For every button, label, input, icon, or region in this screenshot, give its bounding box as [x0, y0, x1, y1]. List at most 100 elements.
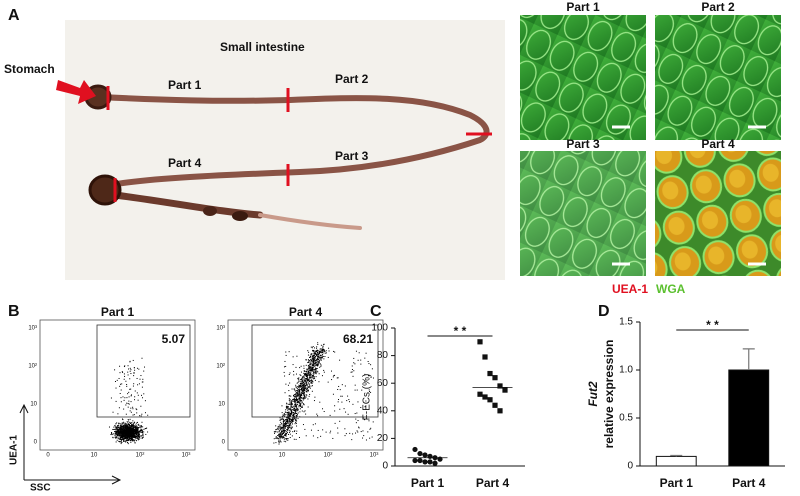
event-dot	[306, 371, 308, 373]
event-dot	[298, 377, 300, 379]
event-dot	[283, 426, 285, 428]
event-dot	[135, 427, 137, 429]
point	[427, 459, 433, 465]
event-dot	[288, 418, 290, 420]
event-dot	[309, 367, 311, 369]
event-dot	[315, 355, 317, 357]
event-dot	[308, 365, 310, 367]
event-dot	[304, 388, 306, 390]
event-dot	[140, 415, 142, 417]
event-dot	[128, 396, 130, 398]
event-dot	[124, 423, 126, 425]
event-dot	[114, 381, 116, 383]
event-dot	[124, 397, 126, 399]
event-dot	[127, 442, 129, 444]
event-dot	[138, 427, 140, 429]
event-dot	[307, 361, 309, 363]
event-dot	[277, 426, 279, 428]
event-dot	[123, 424, 125, 426]
event-dot	[317, 371, 319, 373]
event-dot	[125, 426, 127, 428]
event-dot	[123, 399, 125, 401]
event-dot	[124, 425, 126, 427]
event-dot	[280, 432, 282, 434]
event-dot	[368, 390, 370, 392]
event-dot	[281, 435, 283, 437]
event-dot	[115, 426, 117, 428]
event-dot	[322, 408, 324, 410]
event-dot	[115, 433, 117, 435]
event-dot	[129, 433, 131, 435]
event-dot	[294, 409, 296, 411]
event-dot	[294, 389, 296, 391]
event-dot	[294, 418, 296, 420]
event-dot	[313, 365, 315, 367]
event-dot	[298, 379, 300, 381]
event-dot	[296, 388, 298, 390]
event-dot	[301, 387, 303, 389]
event-dot	[128, 423, 130, 425]
event-dot	[350, 371, 352, 373]
event-dot	[110, 397, 112, 399]
event-dot	[125, 433, 127, 435]
event-dot	[307, 390, 309, 392]
event-dot	[293, 394, 295, 396]
event-dot	[292, 412, 294, 414]
event-dot	[294, 396, 296, 398]
event-dot	[136, 431, 138, 433]
event-dot	[303, 365, 305, 367]
event-dot	[345, 411, 347, 413]
event-dot	[305, 374, 307, 376]
event-dot	[312, 424, 314, 426]
event-dot	[132, 437, 134, 439]
event-dot	[119, 441, 121, 443]
event-dot	[365, 439, 367, 441]
event-dot	[131, 429, 133, 431]
event-dot	[300, 382, 302, 384]
event-dot	[135, 422, 137, 424]
event-dot	[293, 399, 295, 401]
y-tick-label: 10	[218, 402, 225, 408]
event-dot	[308, 366, 310, 368]
event-dot	[288, 390, 290, 392]
event-dot	[124, 432, 126, 434]
event-dot	[320, 359, 322, 361]
event-dot	[305, 388, 307, 390]
event-dot	[123, 434, 125, 436]
event-dot	[301, 406, 303, 408]
point	[492, 402, 498, 408]
event-dot	[371, 436, 373, 438]
event-dot	[316, 353, 318, 355]
event-dot	[126, 383, 128, 385]
event-dot	[291, 418, 293, 420]
event-dot	[130, 407, 132, 409]
event-dot	[293, 374, 295, 376]
event-dot	[132, 408, 134, 410]
event-dot	[127, 371, 129, 373]
event-dot	[278, 431, 280, 433]
event-dot	[275, 425, 277, 427]
event-dot	[289, 421, 291, 423]
event-dot	[312, 360, 314, 362]
event-dot	[276, 438, 278, 440]
event-dot	[130, 394, 132, 396]
event-dot	[310, 368, 312, 370]
event-dot	[288, 427, 290, 429]
event-dot	[304, 373, 306, 375]
event-dot	[308, 377, 310, 379]
panel-label: D	[598, 303, 610, 320]
event-dot	[343, 408, 345, 410]
event-dot	[341, 384, 343, 386]
event-dot	[137, 436, 139, 438]
event-dot	[303, 372, 305, 374]
event-dot	[119, 436, 121, 438]
event-dot	[128, 433, 130, 435]
event-dot	[319, 401, 321, 403]
event-dot	[118, 407, 120, 409]
event-dot	[126, 428, 128, 430]
event-dot	[132, 433, 134, 435]
event-dot	[127, 430, 129, 432]
event-dot	[358, 352, 360, 354]
event-dot	[318, 350, 320, 352]
event-dot	[136, 437, 138, 439]
